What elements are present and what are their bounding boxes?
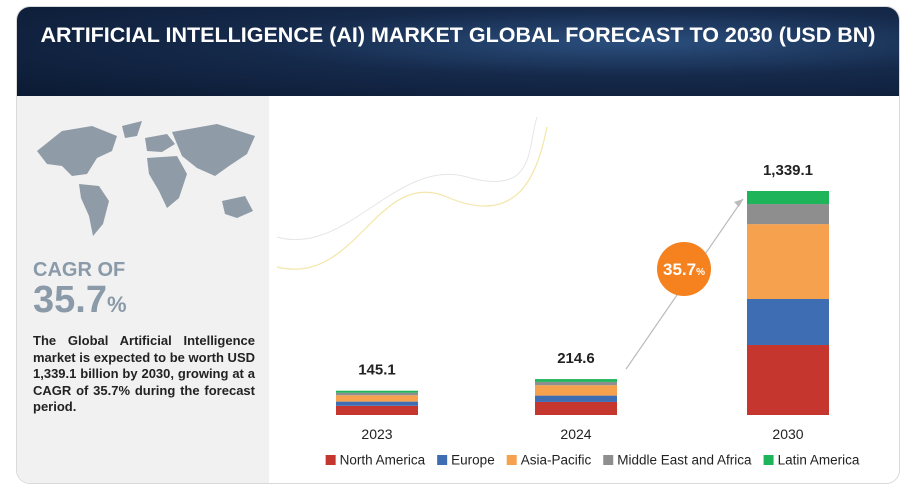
legend: North America Europe Asia-Pacific Middle Ea… bbox=[325, 453, 860, 468]
card: ARTIFICIAL INTELLIGENCE (AI) MARKET GLOB… bbox=[16, 6, 900, 484]
bar-segment bbox=[336, 401, 418, 406]
header: ARTIFICIAL INTELLIGENCE (AI) MARKET GLOB… bbox=[17, 7, 899, 96]
bar-segment bbox=[535, 401, 617, 415]
cagr-value: 35.7% bbox=[33, 279, 127, 322]
cagr-label: CAGR OF bbox=[33, 259, 126, 281]
decor-line bbox=[276, 126, 548, 270]
bar-segment bbox=[535, 379, 617, 382]
bar-segment bbox=[535, 395, 617, 402]
side-panel: CAGR OF 35.7% The Global Artificial Inte… bbox=[17, 96, 269, 483]
bar-segment bbox=[535, 385, 617, 396]
decor-line bbox=[276, 116, 538, 240]
legend-swatch bbox=[506, 455, 517, 465]
x-tick-label: 2024 bbox=[560, 426, 591, 442]
world-map bbox=[37, 121, 255, 236]
bar-segment bbox=[747, 204, 829, 225]
legend-swatch bbox=[763, 455, 774, 465]
bar-segment bbox=[336, 395, 418, 402]
legend-swatch bbox=[603, 455, 614, 465]
bar-segment bbox=[336, 405, 418, 415]
x-tick-label: 2030 bbox=[772, 426, 803, 442]
bar-segment bbox=[336, 392, 418, 396]
total-label: 145.1 bbox=[358, 362, 396, 379]
legend-label: Middle East and Africa bbox=[617, 453, 752, 468]
description: The Global Artificial Intelligence marke… bbox=[33, 333, 255, 414]
legend-label: Asia-Pacific bbox=[521, 453, 592, 468]
legend-swatch bbox=[325, 455, 336, 465]
legend-label: North America bbox=[340, 453, 426, 468]
bar-segment bbox=[747, 224, 829, 299]
chart-title: ARTIFICIAL INTELLIGENCE (AI) MARKET GLOB… bbox=[40, 23, 876, 47]
cagr-bubble-label: 35.7% bbox=[663, 260, 705, 279]
legend-swatch bbox=[437, 455, 448, 465]
cagr-unit: % bbox=[106, 292, 127, 317]
total-label: 1,339.1 bbox=[763, 162, 813, 179]
bar-segment bbox=[747, 298, 829, 345]
bar-segment bbox=[747, 191, 829, 205]
total-label: 214.6 bbox=[557, 350, 595, 367]
cagr-number: 35.7 bbox=[33, 279, 107, 321]
bar-segment bbox=[747, 344, 829, 415]
chart: 145.1 2023 214.6 2024 1,339.1 2030 35.7% North … bbox=[276, 116, 860, 468]
bar-segment bbox=[336, 390, 418, 393]
legend-label: Latin America bbox=[778, 453, 860, 468]
growth-arrowhead bbox=[734, 199, 743, 207]
bar-segment bbox=[535, 381, 617, 386]
cagr-bubble-value: 35.7 bbox=[663, 260, 696, 279]
legend-label: Europe bbox=[451, 453, 495, 468]
x-tick-label: 2023 bbox=[361, 426, 392, 442]
cagr-bubble bbox=[657, 242, 711, 296]
cagr-bubble-unit: % bbox=[696, 267, 705, 278]
